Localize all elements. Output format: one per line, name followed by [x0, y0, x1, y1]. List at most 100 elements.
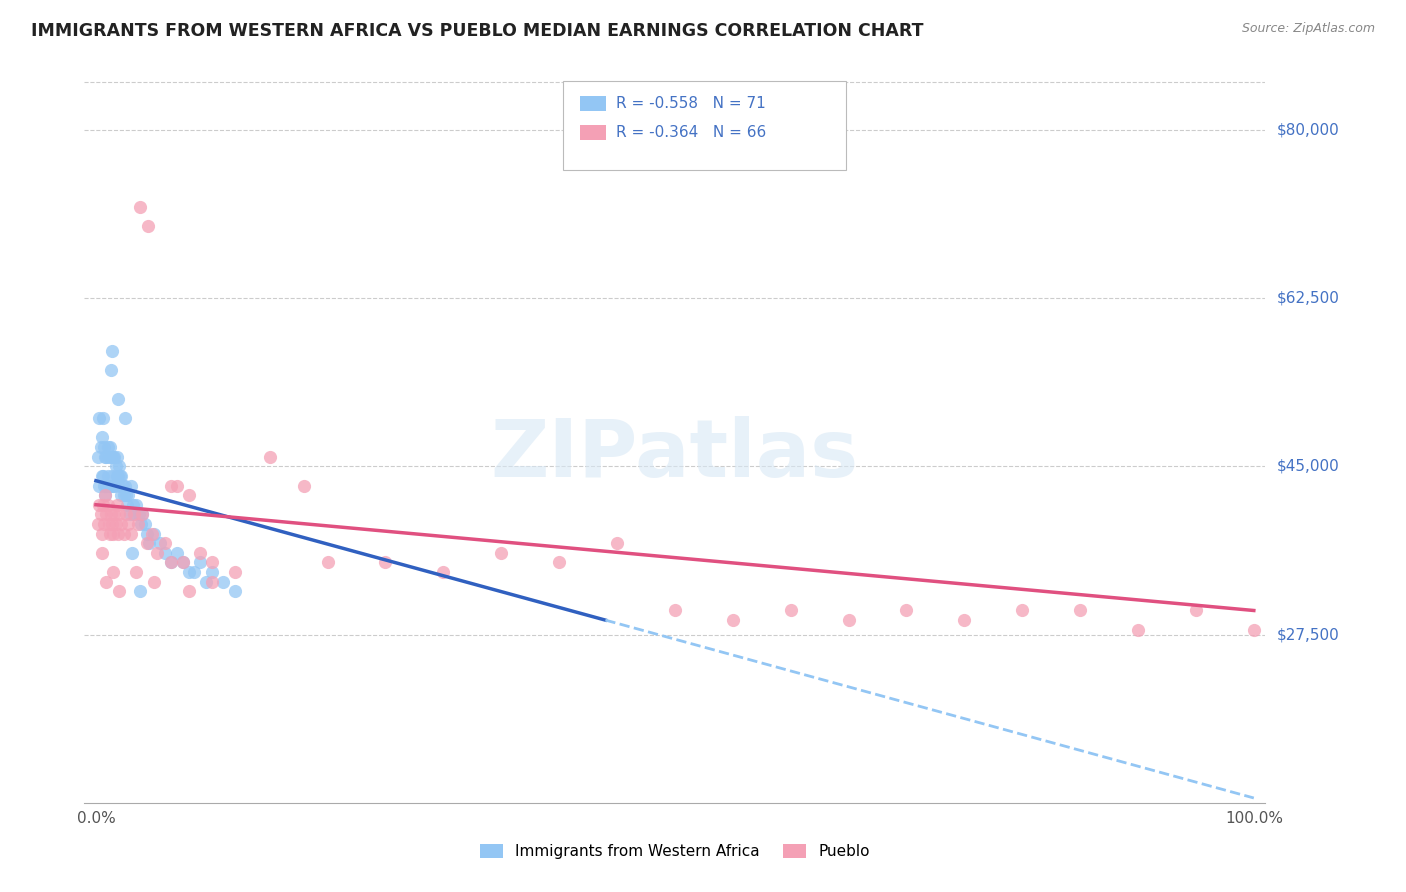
Point — [108, 584, 131, 599]
Point — [90, 546, 112, 560]
Point — [188, 546, 211, 560]
Point — [96, 469, 118, 483]
Point — [142, 574, 165, 589]
Point — [89, 478, 111, 492]
Point — [101, 516, 124, 531]
Point — [201, 565, 224, 579]
Point — [107, 392, 129, 406]
Point — [96, 574, 118, 589]
Text: IMMIGRANTS FROM WESTERN AFRICA VS PUEBLO MEDIAN EARNINGS CORRELATION CHART: IMMIGRANTS FROM WESTERN AFRICA VS PUEBLO… — [31, 22, 924, 40]
Legend: Immigrants from Western Africa, Pueblo: Immigrants from Western Africa, Pueblo — [474, 838, 876, 865]
Text: Source: ZipAtlas.com: Source: ZipAtlas.com — [1241, 22, 1375, 36]
Point — [93, 516, 115, 531]
Point — [117, 516, 139, 531]
Point — [120, 478, 142, 492]
Point — [201, 556, 224, 570]
Point — [129, 200, 152, 214]
Text: R = -0.364   N = 66: R = -0.364 N = 66 — [616, 125, 766, 140]
Point — [103, 478, 125, 492]
Point — [96, 440, 118, 454]
Text: $80,000: $80,000 — [1277, 122, 1340, 137]
Point — [100, 450, 122, 464]
Point — [98, 478, 121, 492]
Point — [103, 478, 125, 492]
Point — [114, 478, 136, 492]
Point — [103, 526, 125, 541]
Point — [103, 450, 125, 464]
Point — [135, 536, 157, 550]
Text: ZIPatlas: ZIPatlas — [491, 416, 859, 494]
Point — [134, 516, 156, 531]
Point — [90, 469, 112, 483]
Point — [125, 498, 148, 512]
Point — [136, 219, 159, 233]
Point — [149, 536, 172, 550]
Point — [183, 565, 205, 579]
Point — [114, 411, 136, 425]
Point — [172, 556, 194, 570]
Point — [115, 498, 138, 512]
Point — [194, 574, 217, 589]
Point — [97, 450, 120, 464]
FancyBboxPatch shape — [562, 81, 846, 169]
Point — [97, 516, 120, 531]
Point — [100, 478, 122, 492]
Point — [103, 508, 125, 522]
Point — [146, 546, 169, 560]
Point — [87, 516, 110, 531]
Point — [177, 584, 200, 599]
Point — [122, 508, 145, 522]
Point — [93, 440, 115, 454]
Point — [188, 556, 211, 570]
Point — [125, 565, 148, 579]
Point — [103, 450, 125, 464]
Point — [104, 459, 127, 474]
Point — [1185, 603, 1208, 617]
Point — [89, 411, 111, 425]
Point — [101, 469, 124, 483]
Point — [1011, 603, 1033, 617]
FancyBboxPatch shape — [581, 95, 606, 111]
Point — [105, 498, 128, 512]
Point — [160, 478, 183, 492]
Point — [107, 469, 129, 483]
Point — [111, 478, 134, 492]
Text: $45,000: $45,000 — [1277, 458, 1340, 474]
Point — [89, 498, 111, 512]
Point — [1126, 623, 1149, 637]
Point — [224, 565, 246, 579]
FancyBboxPatch shape — [581, 126, 606, 140]
Point — [131, 508, 153, 522]
Point — [87, 450, 110, 464]
Point — [606, 536, 628, 550]
Point — [96, 450, 118, 464]
Point — [108, 459, 131, 474]
Point — [112, 488, 135, 502]
Point — [131, 508, 153, 522]
Point — [135, 526, 157, 541]
Point — [316, 556, 339, 570]
Point — [292, 478, 315, 492]
Point — [166, 546, 188, 560]
Point — [90, 440, 112, 454]
Point — [103, 565, 125, 579]
Point — [120, 526, 142, 541]
Point — [172, 556, 194, 570]
Text: $27,500: $27,500 — [1277, 627, 1340, 642]
Point — [224, 584, 246, 599]
Point — [129, 584, 152, 599]
Point — [91, 411, 114, 425]
Point — [110, 469, 132, 483]
Point — [141, 526, 163, 541]
Point — [91, 498, 114, 512]
Point — [90, 508, 112, 522]
Point — [953, 613, 976, 627]
Point — [201, 574, 224, 589]
Point — [1069, 603, 1091, 617]
Point — [96, 498, 118, 512]
Point — [105, 469, 128, 483]
Point — [118, 508, 141, 522]
Point — [90, 430, 112, 444]
Point — [127, 516, 149, 531]
Point — [160, 556, 183, 570]
